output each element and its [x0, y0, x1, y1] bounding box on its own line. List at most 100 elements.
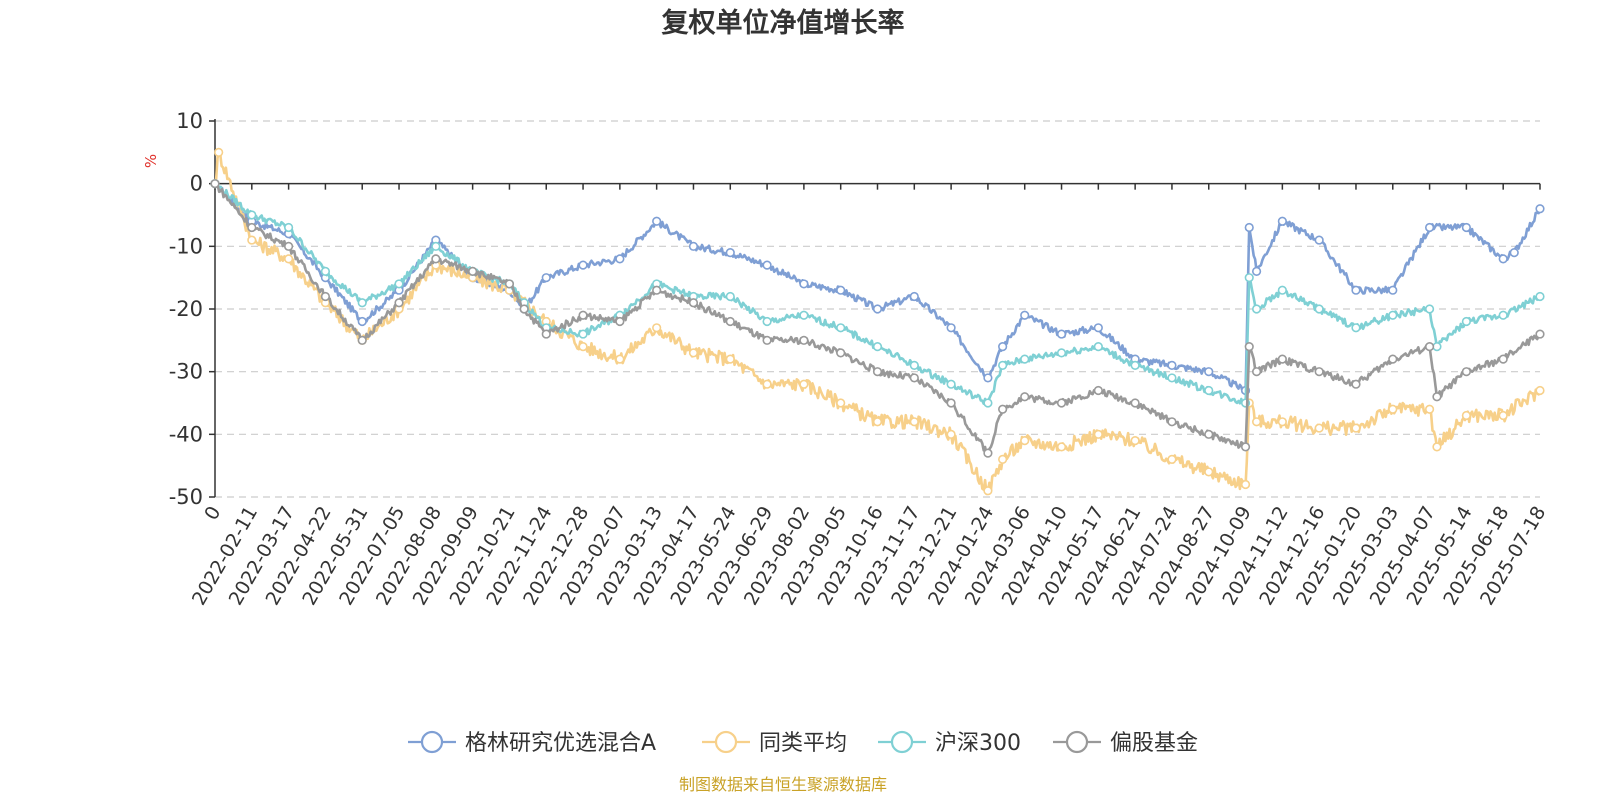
- data-point: [320, 266, 331, 277]
- data-point: [1461, 410, 1471, 421]
- data-point: [1251, 367, 1262, 377]
- data-point: [1244, 342, 1254, 352]
- data-point: [725, 248, 735, 258]
- data-point: [946, 429, 956, 439]
- x-axis: 02022-02-112022-03-172022-04-222022-05-3…: [188, 182, 1550, 609]
- data-point: [247, 235, 257, 245]
- data-point: [1535, 385, 1545, 396]
- legend-swatch-marker: [420, 730, 444, 754]
- y-axis-ticks: 10 0 -10 -20 -30 -40 -50: [169, 109, 216, 509]
- data-point: [1509, 248, 1519, 258]
- data-point: [1130, 436, 1140, 446]
- data-point: [1167, 360, 1177, 371]
- data-point: [1314, 235, 1324, 245]
- y-tick-label: -20: [169, 297, 203, 321]
- data-point: [1093, 323, 1103, 333]
- data-point: [909, 291, 919, 302]
- data-point: [1432, 392, 1442, 402]
- data-point: [357, 316, 367, 327]
- data-point: [1056, 442, 1067, 452]
- legend-label: 偏股基金: [1110, 731, 1198, 756]
- data-point: [799, 279, 809, 289]
- data-point: [1498, 310, 1508, 320]
- legend-label: 沪深300: [935, 731, 1021, 756]
- data-point: [1244, 222, 1254, 233]
- data-point: [1093, 385, 1103, 396]
- data-point: [284, 254, 294, 264]
- data-point: [652, 216, 662, 226]
- data-point: [320, 291, 331, 302]
- data-point: [998, 454, 1008, 465]
- data-point: [578, 310, 588, 320]
- data-point: [909, 373, 919, 383]
- data-point: [762, 335, 772, 345]
- series-1: [210, 147, 1545, 496]
- data-point: [1020, 436, 1030, 446]
- data-point: [1314, 423, 1324, 433]
- data-point: [1461, 316, 1471, 327]
- data-point: [1251, 304, 1262, 314]
- data-point: [1204, 367, 1214, 377]
- data-point: [1130, 360, 1140, 371]
- data-point: [468, 266, 478, 277]
- data-point: [946, 323, 956, 333]
- data-point: [872, 417, 883, 427]
- data-point: [541, 329, 551, 339]
- data-point: [725, 354, 735, 364]
- data-point: [394, 298, 404, 308]
- data-point: [725, 291, 735, 302]
- data-point: [284, 241, 294, 251]
- data-point: [1244, 273, 1254, 283]
- data-point: [1432, 342, 1442, 352]
- data-point: [1314, 367, 1324, 377]
- data-point: [762, 260, 772, 270]
- data-point: [1204, 467, 1214, 477]
- data-point: [247, 222, 257, 233]
- data-point: [1093, 342, 1103, 352]
- data-point: [357, 335, 367, 345]
- data-point: [578, 260, 588, 270]
- data-point: [836, 398, 846, 408]
- y-axis-unit: %: [142, 154, 160, 168]
- y-tick-label: -50: [169, 485, 203, 509]
- legend-label: 格林研究优选混合A: [465, 731, 656, 756]
- data-point: [998, 342, 1008, 352]
- legend-swatch-marker: [714, 730, 738, 754]
- data-point: [1093, 429, 1103, 439]
- data-point: [872, 304, 883, 314]
- data-point: [946, 398, 956, 408]
- y-tick-label: 0: [190, 172, 203, 196]
- data-point: [688, 348, 699, 358]
- x-tick-label: 0: [200, 503, 225, 524]
- chart-title: 复权单位净值增长率: [662, 7, 905, 39]
- data-point: [1351, 285, 1361, 295]
- data-point: [1056, 329, 1067, 339]
- series-line: [213, 151, 1542, 496]
- data-point: [615, 254, 625, 264]
- data-point: [1277, 285, 1287, 295]
- legend-label: 同类平均: [759, 731, 847, 756]
- data-point: [836, 323, 846, 333]
- data-point: [836, 285, 846, 295]
- data-point: [983, 486, 993, 496]
- source-note: 制图数据来自恒生聚源数据库: [679, 775, 887, 794]
- data-point: [1020, 354, 1030, 364]
- data-point: [1432, 442, 1442, 452]
- data-point: [1461, 367, 1471, 377]
- data-point: [1388, 354, 1398, 364]
- y-tick-label: -10: [169, 234, 203, 258]
- data-point: [1204, 429, 1214, 439]
- data-point: [1351, 423, 1361, 433]
- data-point: [688, 241, 699, 251]
- data-point: [284, 222, 294, 233]
- data-point: [983, 373, 993, 383]
- data-point: [578, 329, 588, 339]
- data-point: [1424, 404, 1435, 414]
- data-point: [909, 360, 919, 371]
- data-point: [541, 273, 551, 283]
- y-tick-label: -40: [169, 422, 203, 446]
- data-point: [1130, 398, 1140, 408]
- legend-swatch-marker: [1065, 730, 1089, 754]
- legend-swatch-marker: [890, 730, 914, 754]
- data-point: [1388, 285, 1398, 295]
